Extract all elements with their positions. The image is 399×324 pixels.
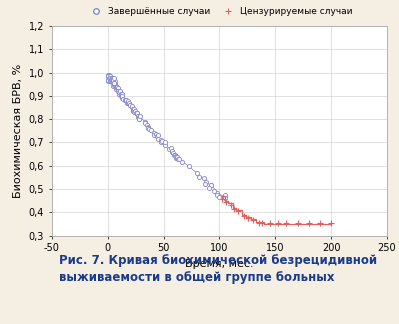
Цензурируемые случаи [284,222,289,226]
Цензурируемые случаи [306,222,311,226]
Завершённые случаи [154,134,159,138]
Цензурируемые случаи [231,207,236,211]
Завершённые случаи [136,117,141,121]
Завершённые случаи [223,196,227,200]
Цензурируемые случаи [275,222,280,226]
Цензурируемые случаи [242,214,247,218]
Text: Рис. 7. Кривая биохимической безрецидивной
выживаемости в общей группе больных: Рис. 7. Кривая биохимической безрецидивн… [59,254,377,284]
Цензурируемые случаи [318,222,322,226]
Line: Цензурируемые случаи: Цензурируемые случаи [219,197,334,226]
Цензурируемые случаи [259,222,264,226]
Цензурируемые случаи [267,222,272,226]
Цензурируемые случаи [224,200,229,204]
Legend: Завершённые случаи, Цензурируемые случаи: Завершённые случаи, Цензурируемые случаи [83,3,356,19]
Завершённые случаи [170,149,175,153]
Завершённые случаи [117,92,122,96]
Line: Завершённые случаи: Завершённые случаи [106,73,227,200]
Цензурируемые случаи [219,198,224,202]
Завершённые случаи [115,86,119,89]
Цензурируемые случаи [228,203,233,207]
Цензурируемые случаи [256,221,261,225]
Цензурируемые случаи [246,216,251,220]
Завершённые случаи [107,73,112,76]
Завершённые случаи [223,194,227,198]
Y-axis label: Биохимическая БРВ, %: Биохимическая БРВ, % [13,64,23,198]
Цензурируемые случаи [295,222,300,226]
Завершённые случаи [106,74,111,78]
X-axis label: Время, мес.: Время, мес. [185,259,254,269]
Цензурируемые случаи [236,209,241,213]
Цензурируемые случаи [329,222,334,226]
Цензурируемые случаи [251,218,255,222]
